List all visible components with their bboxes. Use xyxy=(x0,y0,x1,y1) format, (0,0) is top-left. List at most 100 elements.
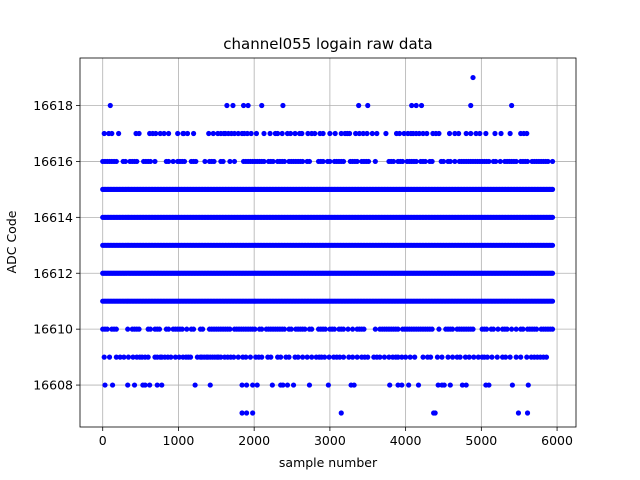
data-point xyxy=(509,102,515,109)
data-point xyxy=(261,130,267,137)
data-point xyxy=(486,158,492,165)
data-point xyxy=(320,130,326,137)
data-point xyxy=(268,354,274,360)
data-point xyxy=(245,102,251,109)
data-point xyxy=(170,158,176,165)
data-point xyxy=(390,158,397,165)
data-point xyxy=(463,130,469,137)
data-point xyxy=(224,102,230,109)
data-point xyxy=(165,130,172,137)
x-tick-label: 4000 xyxy=(390,433,422,448)
data-point xyxy=(253,130,260,137)
data-point xyxy=(181,158,188,165)
data-point xyxy=(534,326,540,332)
data-point xyxy=(484,326,490,332)
data-point xyxy=(202,158,208,165)
data-point xyxy=(471,354,477,360)
data-point xyxy=(259,326,265,332)
data-point xyxy=(125,382,131,388)
data-point xyxy=(490,326,497,332)
data-point xyxy=(145,354,151,360)
data-point xyxy=(269,382,275,388)
data-point xyxy=(477,130,483,137)
data-point xyxy=(525,382,531,388)
data-point xyxy=(113,354,119,360)
data-point xyxy=(134,158,140,165)
data-point xyxy=(235,354,241,360)
data-point xyxy=(156,326,163,332)
data-point xyxy=(420,130,426,137)
data-point xyxy=(338,130,344,137)
data-point xyxy=(365,354,371,360)
data-point xyxy=(280,102,286,109)
y-axis: 16608 16610 16612 16614 16616 16618 xyxy=(33,98,80,393)
data-point xyxy=(364,130,370,137)
data-point xyxy=(179,326,185,332)
data-point xyxy=(101,130,107,137)
data-point xyxy=(509,382,515,388)
y-tick-label: 16614 xyxy=(33,210,73,225)
data-point xyxy=(207,382,213,388)
data-point xyxy=(549,270,556,276)
data-point xyxy=(278,354,284,360)
data-point xyxy=(435,382,441,388)
data-point xyxy=(176,354,182,360)
x-axis: 0 1000 2000 3000 4000 5000 6000 xyxy=(99,427,573,448)
data-point xyxy=(387,382,393,388)
data-point xyxy=(243,382,250,388)
data-point xyxy=(415,382,422,388)
data-point xyxy=(413,102,419,109)
data-point xyxy=(121,354,127,360)
data-point xyxy=(259,354,265,360)
data-point xyxy=(475,354,481,360)
data-point xyxy=(447,158,453,165)
data-point xyxy=(497,158,503,165)
x-tick-label: 5000 xyxy=(465,433,497,448)
data-point xyxy=(305,130,311,137)
data-point xyxy=(513,326,519,332)
data-point xyxy=(322,326,328,332)
data-point xyxy=(136,130,142,137)
data-point xyxy=(351,382,357,388)
data-point xyxy=(152,158,158,165)
data-point xyxy=(346,354,352,360)
data-point xyxy=(184,130,191,137)
data-point xyxy=(507,130,513,137)
data-point xyxy=(396,130,403,137)
data-point xyxy=(306,382,313,388)
data-point xyxy=(299,130,305,137)
data-point xyxy=(369,130,375,137)
data-point xyxy=(239,410,245,416)
data-point xyxy=(200,326,206,332)
data-point xyxy=(436,130,442,137)
data-point xyxy=(383,130,389,137)
data-point xyxy=(457,354,463,360)
data-point xyxy=(104,326,110,332)
data-point xyxy=(142,382,148,388)
data-point xyxy=(327,158,333,165)
data-point xyxy=(377,354,383,360)
data-point xyxy=(420,354,426,360)
data-point xyxy=(361,326,367,332)
data-point xyxy=(287,130,294,137)
data-point xyxy=(422,158,428,165)
data-point xyxy=(101,354,107,360)
data-point xyxy=(486,382,492,388)
data-point xyxy=(338,410,344,416)
data-point xyxy=(161,130,167,137)
grid xyxy=(80,58,576,427)
data-point xyxy=(130,354,136,360)
data-point xyxy=(494,354,500,360)
data-point xyxy=(545,158,551,165)
data-point xyxy=(441,382,447,388)
data-point xyxy=(270,158,276,165)
data-point xyxy=(549,214,556,220)
data-point xyxy=(429,326,435,332)
data-point xyxy=(524,410,531,416)
data-point xyxy=(239,382,245,388)
data-point xyxy=(493,158,499,165)
data-point xyxy=(206,130,212,137)
data-point xyxy=(446,130,453,137)
data-point xyxy=(399,382,405,388)
